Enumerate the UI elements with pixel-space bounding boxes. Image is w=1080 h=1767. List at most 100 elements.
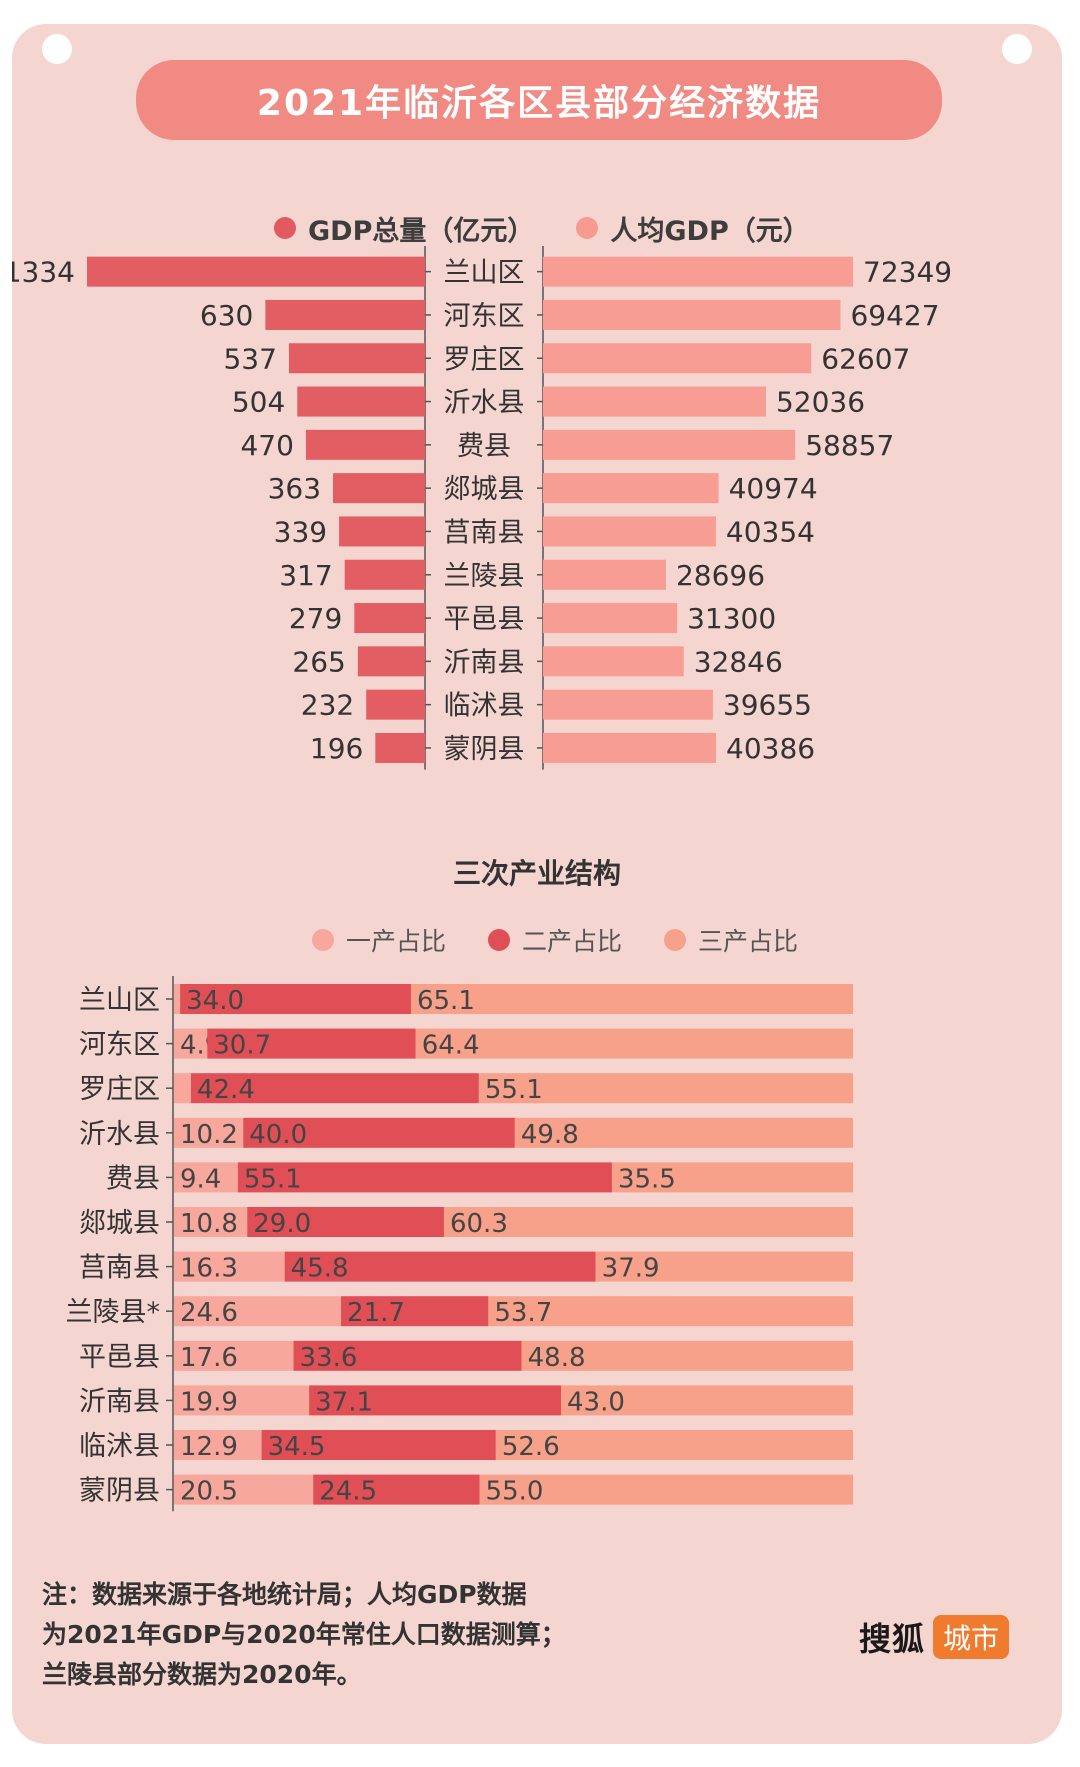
primary-segment bbox=[174, 1162, 238, 1193]
segment-value-label: 40.0 bbox=[249, 1120, 307, 1150]
segment-value-label: 34.5 bbox=[268, 1432, 326, 1462]
per-capita-bar bbox=[543, 689, 713, 720]
logo-brand: 搜狐 bbox=[859, 1620, 926, 1658]
category-label: 郯城县 bbox=[444, 474, 525, 505]
gdp-value-label: 265 bbox=[292, 645, 345, 678]
gdp-bar bbox=[87, 256, 425, 287]
primary-segment bbox=[174, 984, 181, 1014]
per-capita-value-label: 39655 bbox=[723, 689, 812, 722]
corner-dot bbox=[42, 34, 72, 64]
per-capita-bar bbox=[543, 343, 812, 374]
per-capita-bar bbox=[543, 256, 853, 287]
gdp-value-label: 232 bbox=[301, 689, 354, 722]
segment-value-label: 10.8 bbox=[180, 1209, 238, 1239]
footnote-line: 兰陵县部分数据为2020年。 bbox=[42, 1660, 362, 1689]
legend-item-tertiary: 三产占比 bbox=[664, 922, 798, 958]
segment-value-label: 45.8 bbox=[291, 1254, 349, 1284]
secondary-segment bbox=[313, 1474, 480, 1505]
gdp-value-label: 279 bbox=[289, 602, 342, 635]
gdp-bar bbox=[344, 559, 425, 590]
per-capita-bar bbox=[543, 429, 796, 460]
legend-item-primary: 一产占比 bbox=[312, 922, 446, 958]
legend-item-gdp: GDP总量（亿元） bbox=[274, 209, 534, 248]
segment-value-label: 37.1 bbox=[315, 1387, 373, 1417]
gdp-bar bbox=[375, 732, 425, 763]
per-capita-value-label: 62607 bbox=[821, 342, 910, 375]
category-label: 莒南县 bbox=[444, 517, 525, 548]
gdp-bar bbox=[305, 429, 425, 460]
tertiary-segment bbox=[595, 1251, 853, 1282]
category-label: 平邑县 bbox=[79, 1342, 160, 1373]
segment-value-label: 52.6 bbox=[502, 1432, 560, 1462]
gdp-bar bbox=[357, 646, 425, 677]
category-label: 郯城县 bbox=[79, 1208, 160, 1239]
tertiary-segment bbox=[415, 1028, 853, 1059]
legend-item-secondary: 二产占比 bbox=[488, 922, 622, 958]
legend-item-per-capita: 人均GDP（元） bbox=[576, 209, 810, 248]
legend-dot-icon bbox=[488, 929, 511, 951]
primary-segment bbox=[174, 1073, 191, 1104]
legend-dot-icon bbox=[312, 929, 334, 951]
per-capita-value-label: 40354 bbox=[726, 515, 815, 548]
infographic-card: 2021年临沂各区县部分经济数据 GDP总量（亿元） 人均GDP（元） 三次产业… bbox=[12, 24, 1062, 1744]
segment-value-label: 29.0 bbox=[253, 1209, 311, 1239]
gdp-bar bbox=[333, 473, 425, 504]
category-label: 兰陵县* bbox=[66, 1297, 161, 1328]
per-capita-value-label: 31300 bbox=[687, 602, 776, 635]
per-capita-bar bbox=[543, 386, 766, 417]
legend-label: 一产占比 bbox=[346, 927, 447, 956]
segment-value-label: 9.4 bbox=[180, 1164, 221, 1194]
category-label: 兰山区 bbox=[444, 258, 525, 289]
category-label: 蒙阴县 bbox=[79, 1476, 160, 1507]
per-capita-bar bbox=[543, 516, 716, 547]
segment-value-label: 17.6 bbox=[180, 1343, 238, 1373]
segment-value-label: 49.8 bbox=[521, 1120, 579, 1150]
segment-value-label: 37.9 bbox=[602, 1254, 660, 1284]
secondary-segment bbox=[237, 1162, 612, 1193]
tertiary-segment bbox=[514, 1117, 853, 1148]
charts-canvas: 1334 兰山区 72349 630 河东区 69427 537 罗庄区 62607 504 沂水县… bbox=[12, 246, 952, 1512]
category-label: 费县 bbox=[457, 431, 511, 462]
secondary-segment bbox=[284, 1251, 596, 1282]
per-capita-bar bbox=[543, 603, 678, 634]
segment-value-label: 10.2 bbox=[180, 1120, 238, 1150]
gdp-bar bbox=[339, 516, 425, 547]
per-capita-value-label: 32846 bbox=[694, 645, 783, 678]
secondary-segment bbox=[243, 1117, 515, 1148]
gdp-value-label: 1334 bbox=[12, 256, 75, 289]
category-label: 罗庄区 bbox=[79, 1074, 160, 1105]
footnote-line: 为2021年GDP与2020年常住人口数据测算； bbox=[42, 1620, 566, 1649]
secondary-segment bbox=[309, 1385, 562, 1416]
legend-top: GDP总量（亿元） 人均GDP（元） bbox=[274, 208, 852, 248]
category-label: 费县 bbox=[106, 1163, 160, 1194]
category-label: 蒙阴县 bbox=[444, 734, 525, 765]
segment-value-label: 19.9 bbox=[180, 1387, 238, 1417]
primary-segment bbox=[174, 1340, 294, 1371]
category-label: 临沭县 bbox=[444, 691, 525, 722]
tertiary-segment bbox=[478, 1073, 853, 1104]
gdp-bar bbox=[354, 603, 425, 634]
tertiary-segment bbox=[611, 1162, 853, 1193]
gdp-value-label: 630 bbox=[200, 299, 253, 332]
tertiary-segment bbox=[410, 984, 853, 1014]
segment-value-label: 24.5 bbox=[319, 1477, 377, 1507]
category-label: 兰陵县 bbox=[444, 561, 525, 592]
tertiary-segment bbox=[488, 1296, 853, 1327]
primary-segment bbox=[174, 1117, 244, 1148]
segment-value-label: 34.0 bbox=[186, 986, 244, 1016]
footnote-line: 注：数据来源于各地统计局；人均GDP数据 bbox=[42, 1580, 527, 1609]
category-label: 河东区 bbox=[79, 1030, 160, 1061]
tertiary-segment bbox=[561, 1385, 853, 1416]
gdp-bar bbox=[265, 299, 425, 330]
gdp-value-label: 317 bbox=[279, 559, 332, 592]
category-label: 平邑县 bbox=[444, 604, 525, 635]
segment-value-label: 53.7 bbox=[494, 1298, 552, 1328]
segment-value-label: 20.5 bbox=[180, 1477, 238, 1507]
category-label: 沂水县 bbox=[79, 1119, 160, 1150]
primary-segment bbox=[174, 1028, 208, 1059]
gdp-value-label: 196 bbox=[310, 732, 363, 765]
tertiary-segment bbox=[495, 1430, 853, 1460]
primary-segment bbox=[174, 1385, 310, 1416]
segment-value-label: 12.9 bbox=[180, 1432, 238, 1462]
primary-segment bbox=[174, 1207, 248, 1237]
